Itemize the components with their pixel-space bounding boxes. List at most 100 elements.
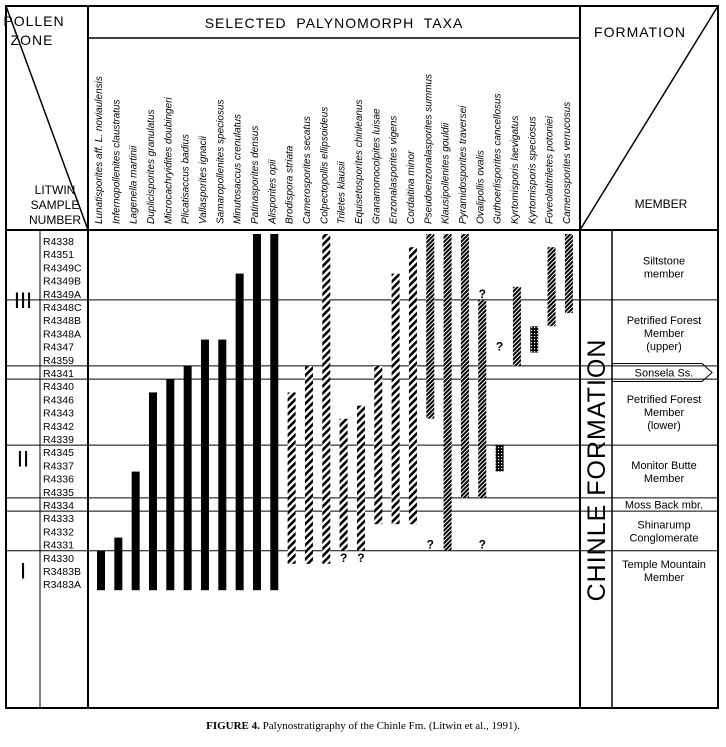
sample-label: R4342 xyxy=(43,421,74,433)
sample-label: R4338 xyxy=(43,236,74,248)
header-pollen-zone: POLLEN ZONE xyxy=(3,13,64,48)
range-bar xyxy=(287,392,296,564)
question-mark: ? xyxy=(479,538,486,552)
pollen-zone-label: POLLEN xyxy=(3,13,64,29)
figure-caption: FIGURE 4. Palynostratigraphy of the Chin… xyxy=(0,720,726,732)
range-bar xyxy=(374,366,383,525)
member-label: Member xyxy=(644,473,685,485)
member-label: member xyxy=(644,268,685,280)
sample-label: R4346 xyxy=(43,394,74,406)
taxon-label: Microcachryidites doubingeri xyxy=(163,96,174,224)
sample-label: R4347 xyxy=(43,342,74,354)
sample-label: R4332 xyxy=(43,526,74,538)
sample-label: R4348B xyxy=(43,315,81,327)
range-bar xyxy=(114,537,123,591)
range-bar xyxy=(339,418,348,551)
sample-label: R4331 xyxy=(43,540,74,552)
litwin-label: LITWIN xyxy=(35,183,76,197)
range-bar xyxy=(530,326,539,353)
range-bar xyxy=(408,247,417,525)
litwin-label: NUMBER xyxy=(29,213,81,227)
sample-label: R4339 xyxy=(43,434,74,446)
member-header: MEMBER xyxy=(635,197,688,211)
range-bar xyxy=(148,392,157,591)
taxa-header: SELECTED PALYNOMORPH TAXA xyxy=(205,15,464,31)
sample-label: R4349C xyxy=(43,262,82,274)
sample-label: R4345 xyxy=(43,447,74,459)
taxon-label: Equisetosporites chinleanus xyxy=(354,99,365,224)
taxon-label: Enzonalasporites vigens xyxy=(389,116,400,224)
member-label: Siltstone xyxy=(643,255,685,267)
range-bar xyxy=(564,234,573,313)
taxon-label: Lagenella martinii xyxy=(129,145,140,224)
taxon-label: Ovalipollis ovalis xyxy=(475,150,486,224)
palynostratigraphy-chart: POLLEN ZONE LITWIN SAMPLE NUMBER SELECTE… xyxy=(3,5,719,709)
formation-name: CHINLE FORMATION xyxy=(583,339,611,602)
caption-label: FIGURE 4. xyxy=(206,720,260,732)
taxon-label: Duplicisporites granulatus xyxy=(146,109,157,224)
range-bar xyxy=(391,273,400,525)
sonsela-arrow xyxy=(612,363,713,382)
pollen-zone-label: II xyxy=(17,446,29,471)
range-bar xyxy=(512,286,521,366)
range-bar xyxy=(443,234,452,551)
sample-label: R4334 xyxy=(43,500,74,512)
member-label: Member xyxy=(644,572,685,584)
range-bar xyxy=(97,550,105,591)
range-bar xyxy=(200,339,209,591)
sample-label: R4336 xyxy=(43,474,74,486)
taxon-label: Vallasporites ignacii xyxy=(198,135,209,224)
member-label: Temple Mountain xyxy=(622,559,706,571)
sample-label: R4343 xyxy=(43,408,74,420)
range-bar xyxy=(235,273,244,591)
member-label: Petrified Forest xyxy=(627,394,702,406)
litwin-label: SAMPLE xyxy=(31,198,80,212)
taxon-label: Lunatisporites aff. L. noviaulensis xyxy=(94,76,105,224)
pollen-zone-label: I xyxy=(20,559,26,584)
member-label: (upper) xyxy=(646,341,681,353)
range-bar xyxy=(252,234,261,591)
taxon-label: Pyramidosporites traversei xyxy=(458,105,469,224)
member-label: Sonsela Ss. xyxy=(635,368,694,380)
sample-label: R4348A xyxy=(43,328,81,340)
sample-label: R3483A xyxy=(43,579,81,591)
member-label: Member xyxy=(644,328,685,340)
sample-label: R4351 xyxy=(43,249,74,261)
range-bar xyxy=(547,247,556,327)
taxon-label: Samaropollenites speciosus xyxy=(215,99,226,224)
caption-text: Palynostratigraphy of the Chinle Fm. (Li… xyxy=(262,720,520,732)
member-label: (lower) xyxy=(647,420,681,432)
range-bar xyxy=(270,234,279,591)
sample-label: R4349B xyxy=(43,276,81,288)
member-label: Member xyxy=(644,407,685,419)
range-bar xyxy=(426,234,435,419)
sample-label: R3483B xyxy=(43,566,81,578)
range-bar xyxy=(304,366,313,564)
sample-label: R4330 xyxy=(43,553,74,565)
taxon-label: Plicatisaccus badius xyxy=(181,134,192,224)
range-bar xyxy=(166,379,175,591)
sample-label: R4341 xyxy=(43,368,74,380)
taxon-label: Camerosporites secatus xyxy=(302,116,313,224)
pollen-zone-label: ZONE xyxy=(11,32,54,48)
taxon-label: Brodispora striata xyxy=(285,145,296,224)
taxon-label: Klausipollenites gouldii xyxy=(441,122,452,224)
range-bar xyxy=(218,339,227,591)
question-mark: ? xyxy=(496,340,503,354)
taxon-label: Alisporites opii xyxy=(267,159,278,225)
sample-label: R4359 xyxy=(43,355,74,367)
range-bar xyxy=(478,300,487,498)
taxon-label: Infernopollenites claustratus xyxy=(111,99,122,224)
question-mark: ? xyxy=(479,287,486,301)
question-mark: ? xyxy=(357,551,364,565)
question-mark: ? xyxy=(340,551,347,565)
taxon-label: Kyrtomisporis laevigatus xyxy=(510,116,521,224)
pollen-zone-label: III xyxy=(14,288,32,313)
header-litwin: LITWIN SAMPLE NUMBER xyxy=(29,183,81,227)
formation-header: FORMATION xyxy=(594,24,686,40)
taxon-label: Minutosaccus crenulatus xyxy=(233,114,244,224)
member-label: Moss Back mbr. xyxy=(625,500,703,512)
frame xyxy=(5,5,719,709)
taxon-label: Triletes klausii xyxy=(337,161,348,224)
sample-label: R4348C xyxy=(43,302,82,314)
